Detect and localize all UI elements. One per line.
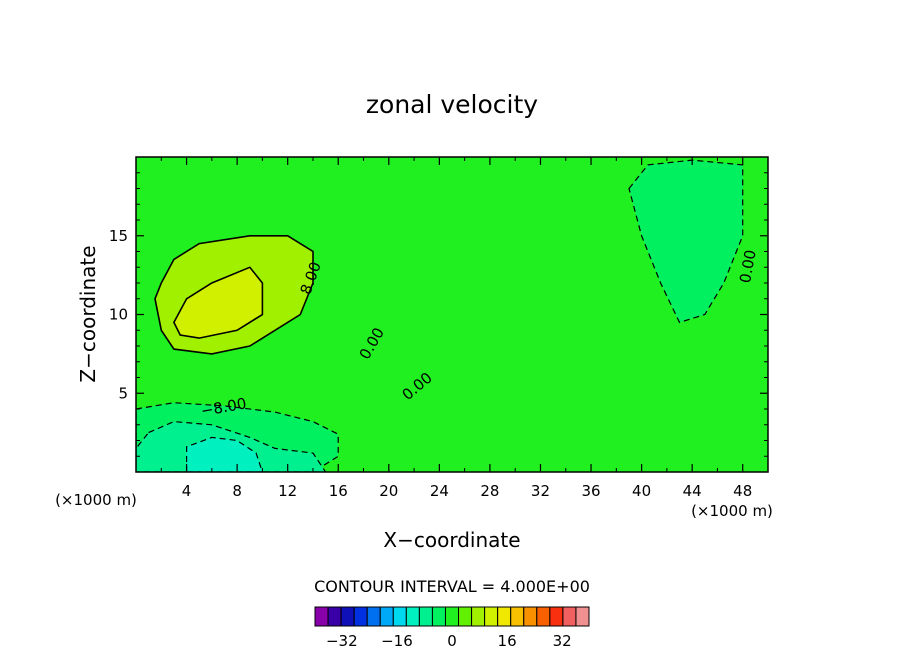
x-tick-label-8: 36 — [581, 482, 600, 500]
x-tick-label-10: 44 — [683, 482, 702, 500]
colorbar-swatch-9 — [431, 606, 446, 627]
colorbar-swatch-10 — [444, 606, 460, 627]
colorbar-swatch-2 — [340, 606, 355, 627]
x-tick-label-1: 8 — [232, 482, 242, 500]
colorbar-swatch-0 — [314, 606, 329, 627]
x-tick-label-11: 48 — [733, 482, 752, 500]
colorbar-tick-label-0: −32 — [326, 632, 358, 650]
y-tick-label-0: 5 — [118, 384, 128, 402]
x-tick-label-5: 24 — [430, 482, 449, 500]
colorbar-swatch-19 — [562, 606, 577, 627]
x-tick-label-9: 40 — [632, 482, 651, 500]
contour-label-3: 0.00 — [736, 248, 760, 284]
plot-area: 8.000.000.000.00−8.00 — [135, 156, 769, 473]
y-tick-label-2: 15 — [109, 227, 128, 245]
contour-interval-text: CONTOUR INTERVAL = 4.000E+00 — [314, 577, 590, 596]
x-tick-label-7: 32 — [531, 482, 550, 500]
x-axis-unit-left: (×1000 m) — [55, 491, 137, 509]
colorbar-swatch-8 — [418, 606, 433, 627]
colorbar-swatch-16 — [523, 606, 538, 627]
x-axis-unit-right: (×1000 m) — [691, 502, 773, 520]
colorbar-swatch-4 — [366, 606, 381, 627]
x-axis-ticks: 4 8 12 16 20 24 28 32 36 40 44 48 — [160, 157, 752, 500]
colorbar-tick-label-3: 16 — [498, 632, 517, 650]
colorbar-swatch-6 — [392, 606, 407, 627]
colorbar-swatch-15 — [510, 606, 525, 627]
colorbar-swatch-11 — [458, 606, 473, 627]
contour-region-5 — [186, 436, 264, 472]
colorbar-swatch-12 — [471, 606, 486, 627]
colorbar-swatch-18 — [549, 606, 564, 627]
colorbar-swatch-1 — [327, 606, 342, 627]
colorbar-tick-label-2: 0 — [447, 632, 457, 650]
contour-region-2 — [628, 159, 744, 324]
colorbar-swatch-17 — [536, 606, 551, 627]
y-axis-label: Z−coordinate — [76, 245, 100, 382]
colorbar-swatch-7 — [405, 606, 420, 627]
colorbar-tick-label-4: 32 — [553, 632, 572, 650]
colorbar-swatch-20 — [575, 606, 590, 627]
x-tick-label-2: 12 — [278, 482, 297, 500]
x-tick-label-6: 28 — [480, 482, 499, 500]
chart-title: zonal velocity — [366, 90, 538, 119]
colorbar-swatch-14 — [497, 606, 512, 627]
y-tick-label-1: 10 — [109, 306, 128, 324]
colorbar-ticks: −32 −16 0 16 32 — [326, 632, 572, 650]
x-tick-label-0: 4 — [182, 482, 192, 500]
colorbar-swatch-5 — [379, 606, 394, 627]
x-tick-label-3: 16 — [329, 482, 348, 500]
contour-region-1 — [172, 266, 264, 339]
colorbar-tick-label-1: −16 — [381, 632, 413, 650]
colorbar-swatch-13 — [484, 606, 499, 627]
y-axis-ticks: 5 10 15 — [109, 172, 768, 457]
colorbar-swatch-3 — [353, 606, 368, 627]
x-axis-label: X−coordinate — [383, 528, 520, 552]
x-tick-label-4: 20 — [379, 482, 398, 500]
colorbar — [314, 606, 590, 627]
